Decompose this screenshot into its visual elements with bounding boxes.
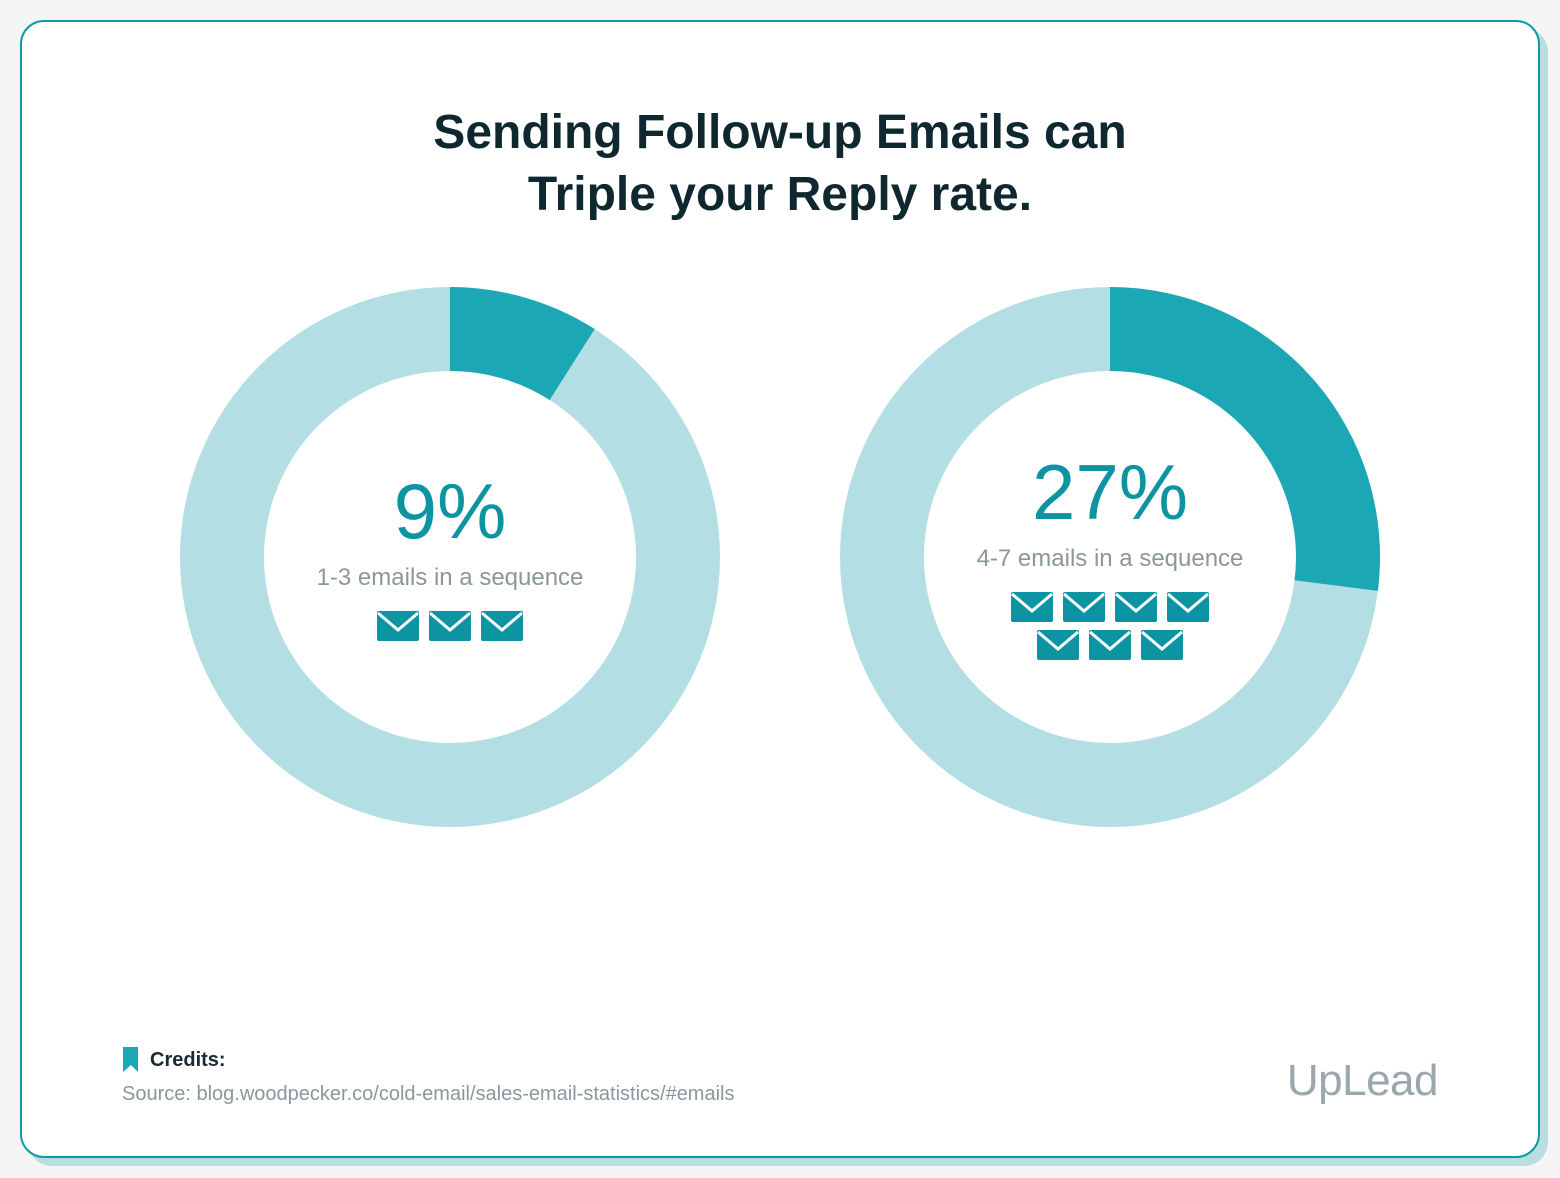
credits-block: Credits: Source: blog.woodpecker.co/cold… — [122, 1047, 734, 1106]
donut-svg — [840, 287, 1380, 827]
charts-row: 9%1-3 emails in a sequence 27%4-7 emails… — [122, 287, 1438, 1047]
infographic-card: Sending Follow-up Emails can Triple your… — [20, 20, 1540, 1158]
donut-svg — [180, 287, 720, 827]
bookmark-icon — [122, 1047, 140, 1073]
brand-logo: UpLead — [1287, 1056, 1438, 1106]
donut-chart: 9%1-3 emails in a sequence — [180, 287, 720, 827]
page-title: Sending Follow-up Emails can Triple your… — [122, 102, 1438, 227]
title-line-2: Triple your Reply rate. — [528, 168, 1032, 221]
credits-line: Credits: — [122, 1047, 734, 1073]
donut-track — [840, 287, 1110, 827]
title-line-1: Sending Follow-up Emails can — [433, 106, 1126, 159]
donut-value-arc — [1110, 287, 1380, 591]
donut-chart: 27%4-7 emails in a sequence — [840, 287, 1380, 827]
source-text: Source: blog.woodpecker.co/cold-email/sa… — [122, 1083, 734, 1106]
donut-track — [180, 287, 450, 827]
footer: Credits: Source: blog.woodpecker.co/cold… — [122, 1047, 1438, 1106]
credits-label: Credits: — [150, 1049, 226, 1072]
